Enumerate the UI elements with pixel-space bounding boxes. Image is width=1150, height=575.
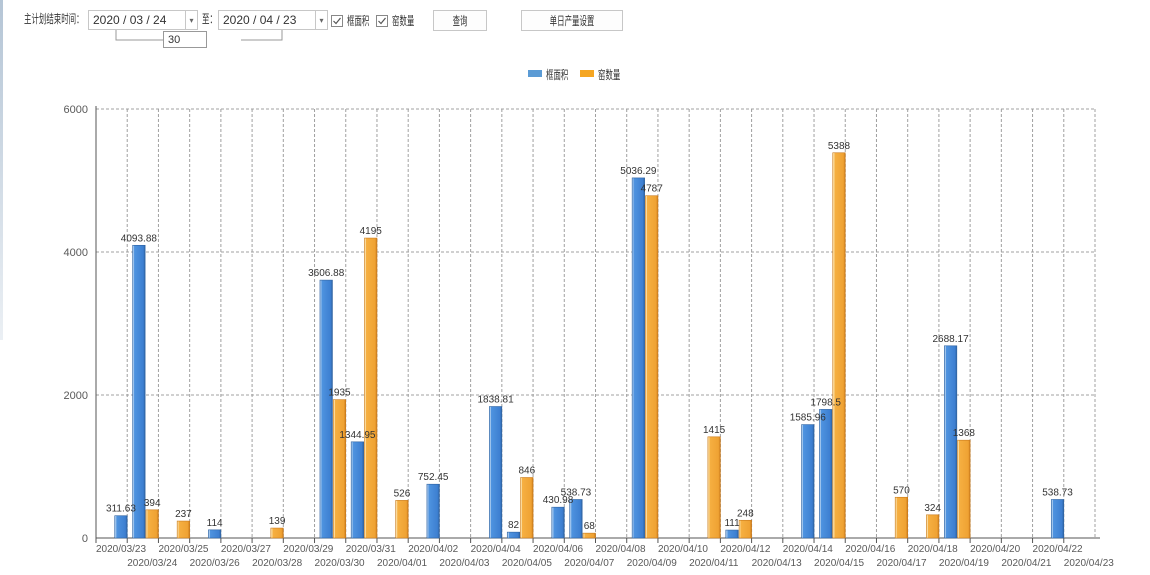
svg-text:1344.95: 1344.95 <box>339 430 376 441</box>
svg-text:4195: 4195 <box>360 226 383 237</box>
svg-text:570: 570 <box>893 485 910 496</box>
svg-text:5036.29: 5036.29 <box>620 166 657 177</box>
svg-text:1368: 1368 <box>953 428 976 439</box>
svg-text:752.45: 752.45 <box>418 472 449 483</box>
svg-text:2020/04/20: 2020/04/20 <box>970 544 1020 555</box>
svg-text:4000: 4000 <box>64 247 88 259</box>
svg-text:311.63: 311.63 <box>106 504 136 515</box>
svg-text:2020/04/11: 2020/04/11 <box>689 558 739 569</box>
svg-text:4787: 4787 <box>641 184 664 195</box>
svg-text:2020/04/07: 2020/04/07 <box>564 558 614 569</box>
svg-text:2020/03/31: 2020/03/31 <box>346 544 396 555</box>
svg-text:2020/04/21: 2020/04/21 <box>1001 558 1051 569</box>
svg-text:526: 526 <box>394 488 411 499</box>
svg-text:2020/04/08: 2020/04/08 <box>596 544 646 555</box>
svg-text:2020/03/28: 2020/03/28 <box>252 558 302 569</box>
svg-text:2020/04/02: 2020/04/02 <box>408 544 458 555</box>
svg-text:2020/04/17: 2020/04/17 <box>876 558 926 569</box>
svg-text:1798.5: 1798.5 <box>810 397 841 408</box>
svg-text:2020/03/23: 2020/03/23 <box>96 544 146 555</box>
svg-text:0: 0 <box>82 533 88 545</box>
svg-text:2020/04/03: 2020/04/03 <box>439 558 489 569</box>
svg-text:82: 82 <box>508 520 520 531</box>
svg-text:2020/03/24: 2020/03/24 <box>127 558 177 569</box>
svg-text:68: 68 <box>584 521 596 532</box>
svg-text:2020/04/14: 2020/04/14 <box>783 544 833 555</box>
svg-text:2020/04/04: 2020/04/04 <box>471 544 521 555</box>
svg-text:2020/03/30: 2020/03/30 <box>315 558 365 569</box>
svg-text:111: 111 <box>724 518 740 529</box>
svg-text:2688.17: 2688.17 <box>933 334 970 345</box>
svg-text:2020/04/10: 2020/04/10 <box>658 544 708 555</box>
svg-text:2020/04/18: 2020/04/18 <box>908 544 958 555</box>
svg-text:2020/03/29: 2020/03/29 <box>283 544 333 555</box>
svg-text:1585.96: 1585.96 <box>790 413 827 424</box>
svg-text:2020/03/27: 2020/03/27 <box>221 544 271 555</box>
svg-text:2020/03/25: 2020/03/25 <box>158 544 208 555</box>
svg-text:237: 237 <box>175 509 192 520</box>
svg-text:4093.88: 4093.88 <box>121 233 158 244</box>
svg-text:2020/04/05: 2020/04/05 <box>502 558 552 569</box>
svg-text:324: 324 <box>924 503 941 514</box>
svg-text:1935: 1935 <box>328 388 351 399</box>
svg-text:5388: 5388 <box>828 141 851 152</box>
svg-text:2020/04/09: 2020/04/09 <box>627 558 677 569</box>
svg-text:2000: 2000 <box>64 390 88 402</box>
svg-text:2020/04/13: 2020/04/13 <box>752 558 802 569</box>
svg-text:538.73: 538.73 <box>1042 487 1073 498</box>
svg-text:2020/04/06: 2020/04/06 <box>533 544 583 555</box>
svg-text:2020/04/19: 2020/04/19 <box>939 558 989 569</box>
svg-text:394: 394 <box>144 498 161 509</box>
svg-text:2020/04/23: 2020/04/23 <box>1064 558 1114 569</box>
svg-text:3606.88: 3606.88 <box>308 268 345 279</box>
svg-text:1838.81: 1838.81 <box>478 395 515 406</box>
svg-text:2020/04/15: 2020/04/15 <box>814 558 864 569</box>
svg-text:139: 139 <box>269 516 286 527</box>
svg-text:2020/03/26: 2020/03/26 <box>190 558 240 569</box>
svg-text:2020/04/22: 2020/04/22 <box>1033 544 1083 555</box>
svg-text:248: 248 <box>737 508 754 519</box>
svg-text:114: 114 <box>207 518 223 529</box>
svg-text:2020/04/12: 2020/04/12 <box>720 544 770 555</box>
svg-text:6000: 6000 <box>64 104 88 116</box>
svg-text:2020/04/01: 2020/04/01 <box>377 558 427 569</box>
svg-text:1415: 1415 <box>703 425 726 436</box>
svg-text:538.73: 538.73 <box>561 487 592 498</box>
svg-text:846: 846 <box>518 466 535 477</box>
svg-text:2020/04/16: 2020/04/16 <box>845 544 895 555</box>
